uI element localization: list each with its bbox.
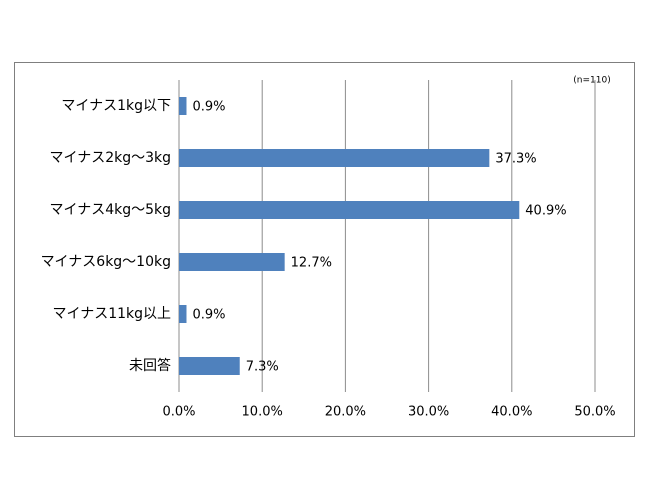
y-tick-label: マイナス4kg～5kg: [49, 202, 171, 218]
y-tick-label: マイナス6kg～10kg: [41, 254, 171, 270]
x-tick-label: 40.0%: [491, 405, 532, 420]
chart-frame: [14, 62, 635, 437]
y-tick-label: 未回答: [129, 357, 171, 374]
data-label: 37.3%: [495, 152, 536, 167]
data-label: 12.7%: [291, 256, 332, 271]
x-tick-label: 0.0%: [162, 405, 195, 420]
data-label: 7.3%: [246, 360, 279, 375]
bar: [179, 201, 520, 219]
x-tick-label: 10.0%: [242, 405, 283, 420]
annotation: (n=110): [573, 76, 610, 86]
x-tick-label: 50.0%: [574, 405, 615, 420]
data-label: 0.9%: [192, 308, 225, 323]
bar: [179, 357, 240, 375]
bar: [179, 149, 490, 167]
bar: [179, 97, 187, 115]
y-tick-label: マイナス11kg以上: [52, 306, 171, 322]
x-tick-label: 20.0%: [325, 405, 366, 420]
bar: [179, 305, 187, 323]
y-tick-label: マイナス1kg以下: [61, 98, 171, 114]
data-label: 0.9%: [192, 100, 225, 115]
y-tick-label: マイナス2kg～3kg: [49, 150, 171, 166]
x-tick-label: 30.0%: [408, 405, 449, 420]
bar: [179, 253, 285, 271]
data-label: 40.9%: [525, 204, 566, 219]
